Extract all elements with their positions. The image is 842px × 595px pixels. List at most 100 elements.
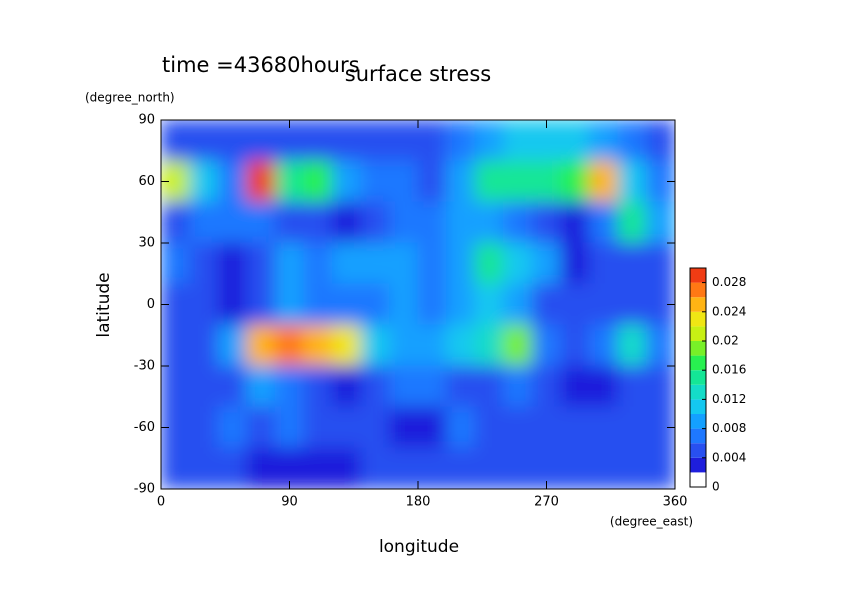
y-tick-label: 30 xyxy=(138,236,155,251)
colorbar-swatch xyxy=(690,326,706,341)
field-cell xyxy=(189,283,219,326)
colorbar-swatch xyxy=(690,355,706,371)
field-cell xyxy=(360,283,390,326)
x-unit-label: (degree_east) xyxy=(610,515,693,529)
field-cell xyxy=(303,324,333,367)
field-cell xyxy=(217,201,248,244)
colorbar-swatch xyxy=(690,399,706,414)
field-cell xyxy=(645,242,675,285)
field-cell xyxy=(446,406,476,449)
x-tick-label: 270 xyxy=(534,495,559,510)
field-cell xyxy=(388,242,419,285)
field-cell xyxy=(274,242,305,285)
field-cell xyxy=(388,201,419,244)
time-label: time =43680hours xyxy=(162,53,360,77)
colorbar-tick-label: 0.012 xyxy=(712,392,746,406)
field-cell xyxy=(417,283,448,326)
y-tick-label: 60 xyxy=(138,174,155,189)
field-cell xyxy=(474,324,505,367)
field-cell xyxy=(617,160,647,203)
field-cell xyxy=(303,120,333,162)
colorbar-swatch xyxy=(690,297,706,312)
field-cell xyxy=(360,447,390,489)
field-cell xyxy=(617,242,647,285)
x-tick-label: 180 xyxy=(406,495,431,510)
field-cell xyxy=(303,365,333,408)
colorbar-tick-label: 0.008 xyxy=(712,421,746,435)
field-cell xyxy=(617,120,647,162)
field-cell xyxy=(417,324,448,367)
field-cell xyxy=(588,365,619,408)
field-cell xyxy=(417,201,448,244)
field-cell xyxy=(474,447,505,489)
field-cell xyxy=(331,324,362,367)
field-cell xyxy=(161,365,191,408)
field-cell xyxy=(217,406,248,449)
field-cell xyxy=(331,447,362,489)
field-cell xyxy=(303,283,333,326)
field-cell xyxy=(446,324,476,367)
field-cell xyxy=(588,120,619,162)
field-cell xyxy=(474,201,505,244)
colorbar-swatch xyxy=(690,311,706,327)
field-cell xyxy=(588,201,619,244)
field-cell xyxy=(560,406,590,449)
field-cell xyxy=(274,160,305,203)
field-cell xyxy=(531,201,562,244)
field-cell xyxy=(474,160,505,203)
field-cell xyxy=(189,242,219,285)
field-cell xyxy=(217,447,248,489)
y-axis-label: latitude xyxy=(94,272,114,337)
y-tick-label: -90 xyxy=(134,482,155,497)
field-cell xyxy=(246,447,276,489)
colorbar-tick-label: 0 xyxy=(712,480,720,494)
field-cell xyxy=(189,120,219,162)
field-cell xyxy=(331,160,362,203)
x-tick-label: 90 xyxy=(281,495,298,510)
field-cell xyxy=(246,242,276,285)
field-cell xyxy=(331,365,362,408)
field-cell xyxy=(588,242,619,285)
field-cell xyxy=(446,120,476,162)
field-cell xyxy=(474,283,505,326)
field-cell xyxy=(417,406,448,449)
colorbar-swatch xyxy=(690,428,706,444)
field-cell xyxy=(360,242,390,285)
field-cell xyxy=(331,242,362,285)
field-cell xyxy=(588,160,619,203)
x-tick-label: 0 xyxy=(157,495,165,510)
field-cell xyxy=(417,160,448,203)
field-cell xyxy=(360,201,390,244)
field-cell xyxy=(388,160,419,203)
x-axis-label: longitude xyxy=(379,537,459,557)
colorbar-swatch xyxy=(690,457,706,473)
field-cell xyxy=(274,324,305,367)
colorbar-swatch xyxy=(690,341,706,356)
field-cell xyxy=(417,365,448,408)
field-cell xyxy=(189,201,219,244)
field-cell xyxy=(617,406,647,449)
field-cell xyxy=(446,201,476,244)
field-cell xyxy=(531,160,562,203)
field-cell xyxy=(246,365,276,408)
field-cell xyxy=(503,365,533,408)
colorbar-tick-label: 0.024 xyxy=(712,304,746,318)
field-cell xyxy=(474,242,505,285)
field-cell xyxy=(560,160,590,203)
field-cell xyxy=(417,447,448,489)
field-cell xyxy=(617,365,647,408)
colorbar-swatch xyxy=(690,414,706,429)
field-cell xyxy=(474,406,505,449)
y-unit-label: (degree_north) xyxy=(85,91,175,105)
x-tick-label: 360 xyxy=(663,495,688,510)
field-cell xyxy=(161,120,191,162)
field-cell xyxy=(360,160,390,203)
field-cell xyxy=(189,160,219,203)
field-cell xyxy=(246,283,276,326)
field-cell xyxy=(360,365,390,408)
field-cell xyxy=(388,406,419,449)
field-cell xyxy=(503,160,533,203)
field-cell xyxy=(246,201,276,244)
field-cell xyxy=(560,324,590,367)
